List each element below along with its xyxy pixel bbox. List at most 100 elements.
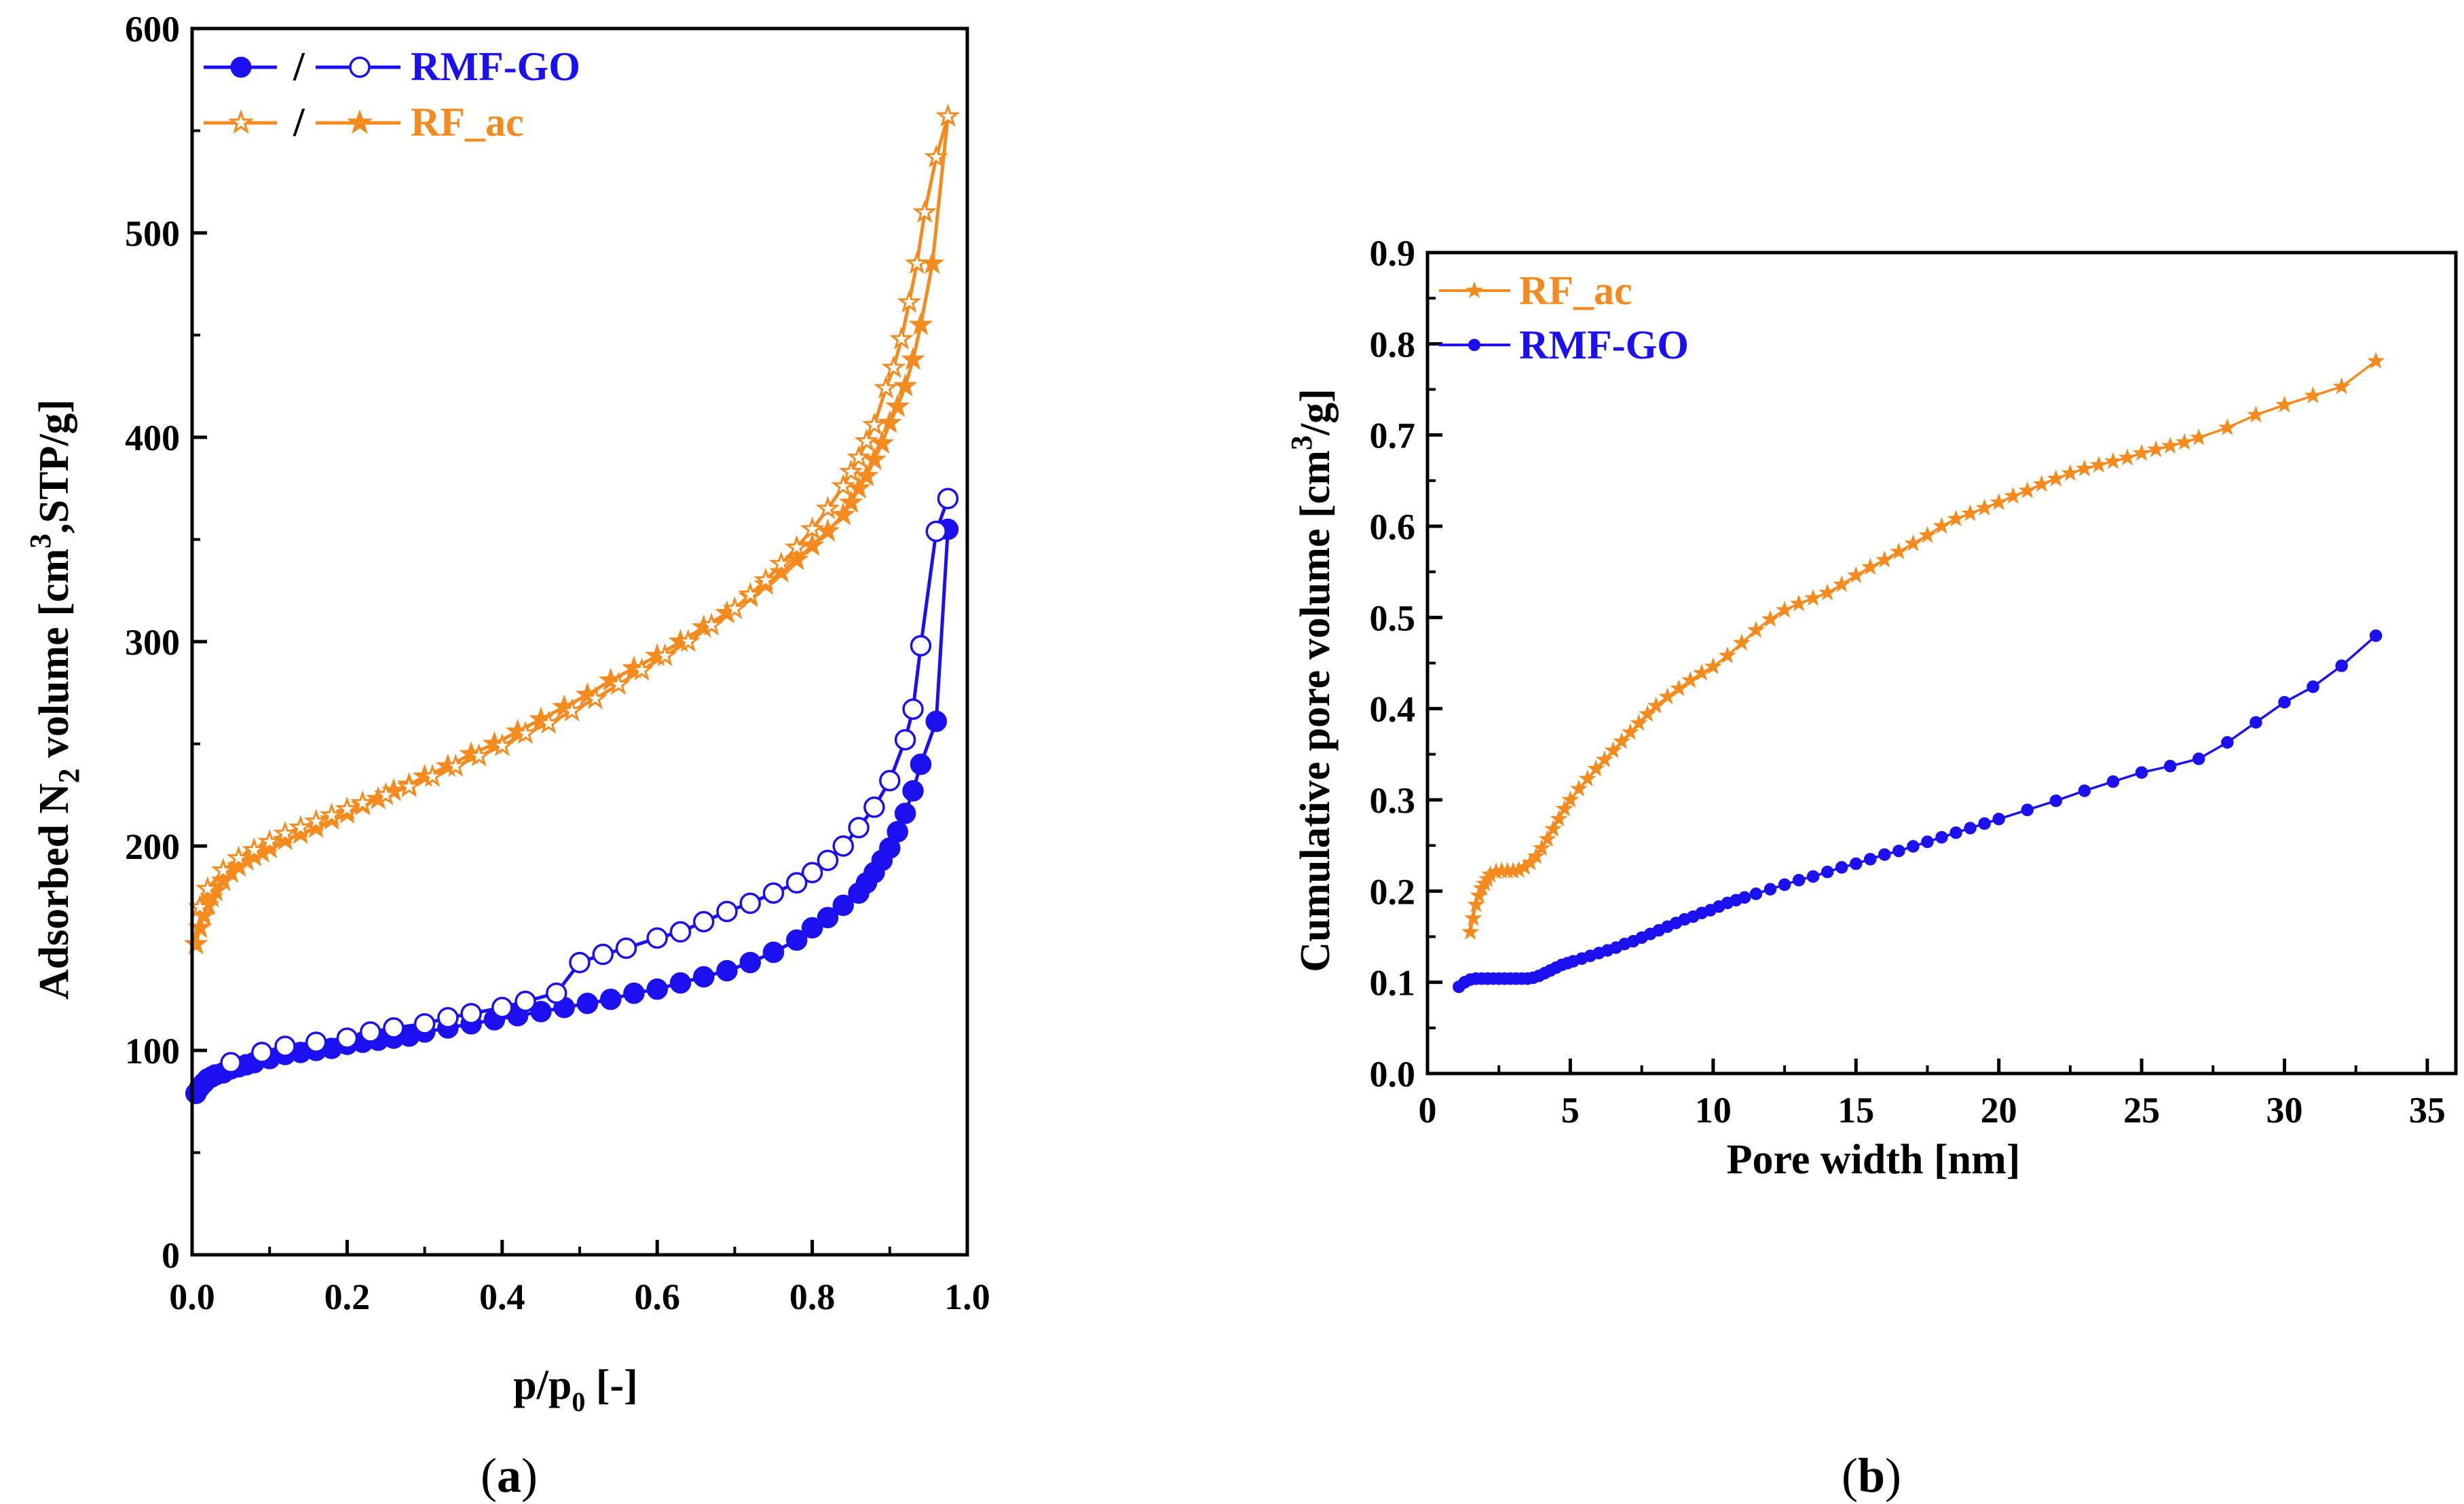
y-label-mid: volume [cm — [31, 549, 77, 769]
legend-label-rmf-go: RMF-GO — [411, 44, 580, 89]
data-point — [1991, 494, 2006, 509]
data-point — [832, 894, 855, 917]
data-point — [1864, 853, 1877, 866]
data-point — [2078, 784, 2091, 797]
y-tick-label: 0 — [162, 1235, 180, 1276]
x-label-tail: [-] — [585, 1362, 637, 1408]
data-point — [1907, 840, 1920, 853]
panel-b-x-axis-label: Pore width [nm] — [1727, 1137, 2021, 1183]
data-point — [615, 937, 637, 959]
data-point — [801, 917, 823, 939]
data-point — [1738, 891, 1751, 904]
data-point — [491, 997, 513, 1019]
data-point — [2248, 407, 2264, 422]
data-point — [1892, 844, 1905, 858]
data-point — [220, 1052, 242, 1074]
x-tick-label: 15 — [1837, 1090, 1874, 1131]
data-point — [863, 796, 885, 818]
data-point — [2305, 388, 2321, 403]
x-tick-label: 1.0 — [944, 1277, 990, 1317]
data-point — [786, 872, 808, 894]
data-point — [437, 1007, 459, 1029]
data-point — [925, 710, 948, 733]
data-point — [336, 1027, 358, 1049]
panel-b-caption: (b) — [1842, 1448, 1901, 1503]
data-point — [2177, 434, 2192, 449]
panel-b-y-axis-label: Cumulative pore volume [cm3/g] — [1285, 388, 1339, 972]
data-point — [894, 803, 916, 824]
data-point — [910, 753, 932, 775]
data-point — [669, 921, 692, 943]
data-point — [515, 991, 536, 1012]
data-point — [2034, 476, 2049, 491]
panel-a-plot-frame — [190, 26, 969, 1257]
data-point — [1921, 835, 1934, 849]
data-point — [2106, 775, 2120, 788]
data-point — [2334, 378, 2349, 394]
data-point — [669, 972, 692, 994]
data-point — [863, 414, 885, 434]
data-point — [762, 882, 785, 904]
data-point — [762, 941, 785, 964]
x-label-main: p/p — [513, 1362, 572, 1408]
legend-separator-rmf-go: / — [293, 44, 305, 89]
y-label-pre: Cumulative pore volume [cm — [1292, 450, 1339, 972]
data-point — [895, 375, 916, 395]
x-tick-label: 0.2 — [324, 1277, 371, 1317]
x-tick-label: 0.6 — [634, 1277, 680, 1317]
data-point — [2021, 803, 2034, 817]
panel-a-series — [185, 105, 959, 1104]
y-tick-label: 100 — [125, 1031, 180, 1071]
x-tick-label: 5 — [1561, 1090, 1580, 1131]
panel-b-ticks: 0 5 10 15 20 25 30 35 0.0 0.1 0.2 0.3 0.4 0.5 0.6 0.7 0.… — [1370, 233, 2446, 1131]
y-tick-label: 600 — [125, 9, 180, 50]
y-tick-label: 0.0 — [1370, 1054, 1416, 1095]
data-point — [883, 356, 904, 377]
y-tick-label: 400 — [125, 418, 180, 458]
data-point — [801, 862, 823, 883]
legend-marker-filled — [348, 111, 371, 132]
data-point — [1978, 817, 1991, 830]
legend-marker — [1468, 339, 1480, 351]
data-point — [2191, 430, 2207, 445]
data-point — [879, 769, 901, 792]
data-point — [887, 396, 908, 416]
data-point — [817, 849, 839, 871]
data-point — [2192, 752, 2205, 765]
data-point — [2221, 736, 2234, 749]
legend-rf-ac-markers — [204, 111, 400, 132]
data-point — [716, 900, 738, 923]
data-point — [530, 1001, 552, 1023]
data-point — [2307, 680, 2319, 693]
data-point — [902, 698, 924, 720]
data-point — [925, 520, 948, 543]
data-point — [1964, 822, 1977, 834]
legend-marker-open — [349, 56, 371, 78]
data-point — [1835, 861, 1848, 874]
data-point — [1763, 883, 1777, 896]
y-tick-label: 500 — [125, 213, 180, 254]
x-tick-label: 30 — [2266, 1090, 2303, 1131]
x-tick-label: 0 — [1419, 1090, 1437, 1131]
y-label-post: /g] — [1292, 388, 1339, 436]
data-point — [383, 1017, 405, 1039]
data-point — [305, 1031, 327, 1053]
legend-rmf-go-marker — [1439, 339, 1510, 351]
y-label-sup: 3 — [1285, 435, 1318, 450]
series-line-0 — [1469, 360, 2377, 933]
data-point — [937, 488, 959, 510]
data-point — [1935, 830, 1948, 844]
data-point — [739, 951, 761, 974]
data-point — [1948, 511, 1964, 526]
data-point — [413, 1013, 436, 1035]
data-point — [274, 1035, 296, 1057]
data-point — [2369, 629, 2383, 642]
data-point — [817, 906, 839, 929]
data-point — [872, 433, 893, 453]
data-point — [1850, 857, 1863, 870]
data-point — [832, 835, 855, 857]
data-point — [863, 449, 885, 469]
legend-label-rmf-go: RMF-GO — [1519, 323, 1689, 367]
panel-a-legend: / RMF-GO / RF_ac — [204, 44, 580, 145]
data-point — [886, 821, 908, 843]
